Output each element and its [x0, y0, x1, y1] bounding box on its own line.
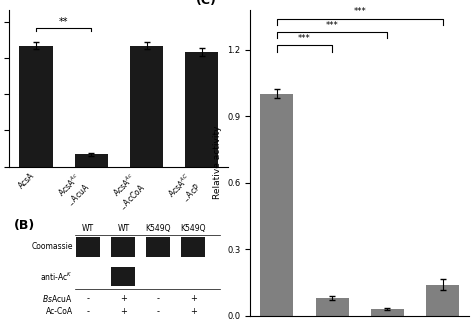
Text: K549Q: K549Q [146, 224, 171, 233]
FancyBboxPatch shape [146, 237, 170, 257]
Text: ***: *** [326, 21, 338, 30]
Bar [75, 155, 108, 166]
Text: +: + [120, 294, 127, 303]
Text: Coomassie: Coomassie [31, 242, 73, 251]
Bar [426, 285, 459, 316]
Bar [371, 309, 404, 316]
Text: ***: *** [354, 7, 366, 16]
Y-axis label: Relative activity: Relative activity [213, 126, 222, 199]
FancyBboxPatch shape [111, 267, 136, 286]
Text: -: - [87, 294, 90, 303]
Bar [316, 298, 349, 316]
FancyBboxPatch shape [111, 237, 136, 257]
Bar [185, 52, 219, 166]
Text: $Bs$AcuA: $Bs$AcuA [42, 293, 73, 304]
Bar [260, 94, 293, 316]
Text: +: + [190, 307, 197, 316]
Text: ***: *** [298, 34, 311, 43]
Text: (B): (B) [14, 220, 35, 232]
Bar [19, 46, 53, 166]
Text: **: ** [59, 16, 68, 26]
Text: (C): (C) [196, 0, 217, 6]
Text: +: + [120, 307, 127, 316]
Text: WT: WT [82, 224, 94, 233]
Text: anti-Ac$^K$: anti-Ac$^K$ [40, 270, 73, 282]
Text: WT: WT [117, 224, 129, 233]
Text: K549Q: K549Q [181, 224, 206, 233]
Text: -: - [157, 307, 160, 316]
FancyBboxPatch shape [182, 237, 205, 257]
Text: -: - [87, 307, 90, 316]
Text: +: + [190, 294, 197, 303]
Text: -: - [157, 294, 160, 303]
Bar [130, 46, 163, 166]
FancyBboxPatch shape [76, 237, 100, 257]
Text: Ac-CoA: Ac-CoA [46, 307, 73, 316]
